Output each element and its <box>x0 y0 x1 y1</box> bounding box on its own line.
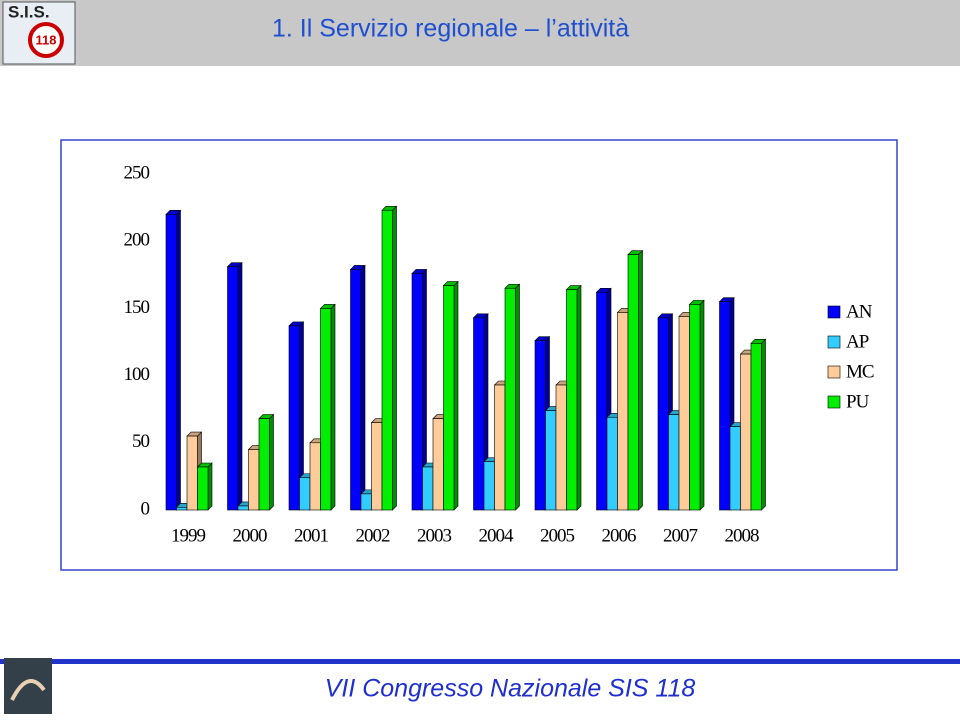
bar <box>606 416 618 511</box>
bar <box>545 410 557 511</box>
bar <box>689 304 701 511</box>
x-tick-label: 2003 <box>417 525 452 546</box>
bar <box>473 317 485 511</box>
x-tick-label: 2006 <box>602 525 637 546</box>
bar <box>381 209 393 511</box>
x-tick-label: 1999 <box>171 525 206 546</box>
footer-text: VII Congresso Nazionale SIS 118 <box>325 675 696 703</box>
bar <box>657 317 669 511</box>
legend-label: AP <box>846 331 869 352</box>
legend-swatch <box>827 395 841 409</box>
bar-side <box>515 283 520 511</box>
y-tick-label: 0 <box>141 498 150 519</box>
bar <box>729 426 741 511</box>
bar-side <box>576 284 582 511</box>
x-tick-label: 2000 <box>233 525 268 546</box>
bar <box>360 493 372 511</box>
header-bar <box>0 0 960 66</box>
bar-side <box>360 264 366 511</box>
legend-swatch <box>827 305 841 319</box>
x-tick-label: 2005 <box>540 525 575 546</box>
logo-ring <box>28 22 64 58</box>
legend-label: AN <box>846 301 873 322</box>
bar <box>288 325 300 511</box>
logo-badge: 118 <box>36 32 57 47</box>
bar-side <box>176 209 181 511</box>
bar <box>248 449 260 511</box>
bar <box>627 254 639 511</box>
bar-side <box>699 299 705 511</box>
y-tick-label: 100 <box>124 364 150 385</box>
bar <box>350 269 362 511</box>
bar-side <box>638 249 643 511</box>
x-tick-label: 2008 <box>725 525 760 546</box>
bar-side <box>330 303 336 511</box>
bar <box>197 466 209 511</box>
x-tick-label: 2001 <box>294 525 329 546</box>
bar-side <box>761 338 766 511</box>
y-tick-label: 50 <box>132 431 150 452</box>
y-tick-label: 200 <box>124 230 150 251</box>
slide-title: 1. Il Servizio regionale – l’attività <box>272 15 629 43</box>
bar <box>258 418 270 511</box>
bar-side <box>269 413 274 511</box>
y-tick-label: 250 <box>124 162 150 183</box>
bar <box>227 266 239 511</box>
bar <box>719 301 731 511</box>
legend-label: PU <box>846 391 870 412</box>
footer-line <box>0 659 960 664</box>
bar <box>186 435 198 511</box>
legend-label: MC <box>846 361 874 382</box>
footer-logo <box>4 658 52 714</box>
bar <box>750 343 762 511</box>
x-tick-label: 2002 <box>356 525 391 546</box>
logo-text: S.I.S. <box>8 2 50 21</box>
bar <box>371 422 383 511</box>
x-tick-label: 2004 <box>479 525 515 546</box>
bar <box>299 477 311 511</box>
y-tick-label: 150 <box>124 297 150 318</box>
bar <box>504 287 516 511</box>
x-tick-label: 2007 <box>663 525 698 546</box>
bar <box>432 418 444 511</box>
bar <box>678 316 690 511</box>
bar <box>555 384 567 511</box>
bar-side <box>453 280 459 511</box>
bar <box>534 340 546 511</box>
legend-swatch <box>827 365 841 379</box>
legend-swatch <box>827 335 841 349</box>
bar <box>176 507 188 511</box>
bar <box>411 273 423 511</box>
bar-side <box>207 462 213 511</box>
bar <box>740 353 752 511</box>
bar <box>494 384 506 511</box>
footer-logo-art <box>10 679 46 701</box>
bar-side <box>392 205 397 511</box>
bar <box>320 308 332 511</box>
bar <box>237 505 249 511</box>
bar <box>443 285 455 511</box>
bar <box>165 214 177 511</box>
bar <box>596 291 608 511</box>
bar <box>668 414 680 511</box>
bar <box>617 312 629 511</box>
bar <box>422 466 434 511</box>
bar-side <box>237 262 243 511</box>
bar <box>566 289 578 511</box>
bar <box>483 461 495 511</box>
bar <box>309 442 321 511</box>
